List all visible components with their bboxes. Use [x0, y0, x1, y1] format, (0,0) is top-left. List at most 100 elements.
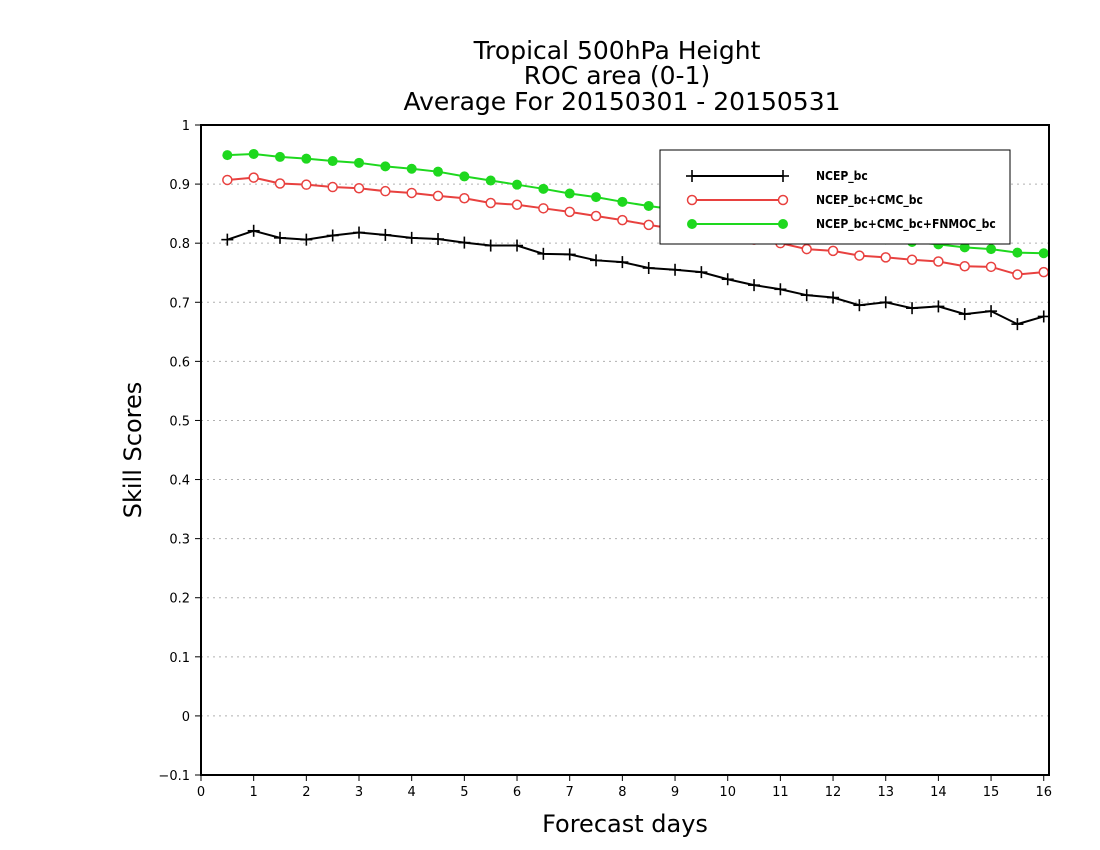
- y-tick-label: 0.9: [169, 178, 190, 193]
- y-tick-label: 0.1: [169, 651, 190, 666]
- x-tick-label: 10: [719, 785, 736, 800]
- x-tick-label: 0: [197, 785, 205, 800]
- data-point: [1012, 269, 1023, 280]
- data-point: [958, 308, 971, 321]
- data-point: [405, 231, 418, 244]
- data-point: [932, 300, 945, 313]
- legend-entry-label: NCEP_bc+CMC_bc+FNMOC_bc: [816, 217, 996, 232]
- data-point: [485, 197, 496, 209]
- data-point: [222, 174, 233, 186]
- data-point: [511, 199, 523, 211]
- data-point: [590, 210, 602, 222]
- data-point: [327, 181, 338, 193]
- data-point: [459, 171, 470, 182]
- x-tick-label: 9: [671, 785, 679, 800]
- data-point: [248, 148, 259, 159]
- data-point: [564, 188, 575, 199]
- y-tick-label: 0.8: [169, 237, 190, 252]
- x-tick-label: 7: [566, 785, 574, 800]
- x-tick-label: 12: [825, 785, 842, 800]
- data-point: [485, 175, 496, 186]
- data-point: [774, 283, 787, 296]
- data-point: [353, 182, 365, 194]
- data-point: [854, 250, 865, 261]
- data-point: [617, 214, 628, 226]
- data-point: [985, 305, 998, 318]
- data-point: [721, 273, 734, 286]
- y-tick-label: 0: [182, 710, 190, 725]
- data-point: [353, 226, 366, 239]
- data-point: [563, 248, 576, 261]
- data-point: [616, 256, 629, 269]
- data-point: [301, 153, 312, 164]
- plot-frame: [200, 124, 1050, 776]
- data-point: [511, 239, 524, 252]
- x-tick-label: 3: [355, 785, 363, 800]
- legend-marker: [777, 194, 789, 206]
- data-point: [880, 252, 891, 263]
- data-point: [879, 296, 892, 309]
- data-point: [274, 178, 286, 189]
- data-point: [248, 172, 259, 183]
- data-point: [538, 203, 549, 214]
- data-point: [959, 260, 970, 272]
- x-tick-label: 14: [930, 785, 947, 800]
- y-tick-label: −0.1: [158, 769, 190, 784]
- y-axis: −0.1 0 0.1 0.2 0.3 0.4 0.5 0.6 0.7 0.8 0.9 1: [158, 119, 201, 784]
- data-point: [1011, 318, 1024, 331]
- x-tick-label: 8: [618, 785, 626, 800]
- data-point: [222, 150, 233, 161]
- data-point: [827, 291, 840, 304]
- data-point: [985, 261, 997, 273]
- y-tick-label: 0.3: [169, 533, 190, 548]
- data-point: [300, 233, 313, 246]
- x-tick-label: 6: [513, 785, 521, 800]
- data-point: [591, 192, 602, 203]
- data-point: [433, 166, 444, 177]
- x-tick-label: 16: [1035, 785, 1052, 800]
- y-tick-label: 0.5: [169, 414, 190, 429]
- data-point: [933, 256, 944, 267]
- data-point: [326, 229, 339, 242]
- legend-marker: [687, 219, 697, 229]
- data-point: [986, 244, 997, 255]
- data-point: [459, 193, 470, 204]
- y-tick-label: 0.4: [169, 474, 190, 489]
- x-tick-label: 4: [408, 785, 416, 800]
- data-point: [406, 163, 417, 174]
- data-point: [643, 219, 654, 231]
- legend-box: [659, 149, 1011, 245]
- data-point: [642, 262, 655, 274]
- data-point: [1012, 247, 1023, 258]
- data-point: [354, 157, 365, 168]
- data-point: [695, 266, 708, 279]
- data-point: [959, 242, 970, 253]
- legend-entry-label: NCEP_bc+CMC_bc: [816, 193, 923, 208]
- x-tick-label: 1: [250, 785, 258, 800]
- data-point: [327, 156, 338, 167]
- legend-entry-label: NCEP_bc: [816, 169, 868, 184]
- x-axis-label: Forecast days: [542, 810, 708, 838]
- data-point: [643, 200, 654, 211]
- data-point: [538, 183, 549, 194]
- data-point: [512, 179, 523, 190]
- x-tick-label: 2: [302, 785, 310, 800]
- legend-marker: [777, 170, 789, 182]
- data-point: [1037, 310, 1050, 323]
- y-tick-label: 0.6: [169, 355, 190, 370]
- data-point: [800, 289, 813, 302]
- y-tick-label: 0.2: [169, 592, 190, 607]
- data-point: [537, 247, 550, 260]
- data-point: [801, 243, 812, 255]
- y-tick-label: 0.7: [169, 296, 190, 311]
- data-point: [458, 236, 471, 249]
- data-point: [380, 185, 391, 197]
- grid-lines: [201, 183, 1049, 717]
- data-point: [380, 161, 391, 172]
- series-line: [227, 229, 1045, 326]
- data-point: [669, 263, 682, 276]
- chart-title-line-1: Tropical 500hPa Height: [473, 36, 761, 65]
- data-point: [274, 231, 287, 244]
- data-point: [301, 179, 312, 190]
